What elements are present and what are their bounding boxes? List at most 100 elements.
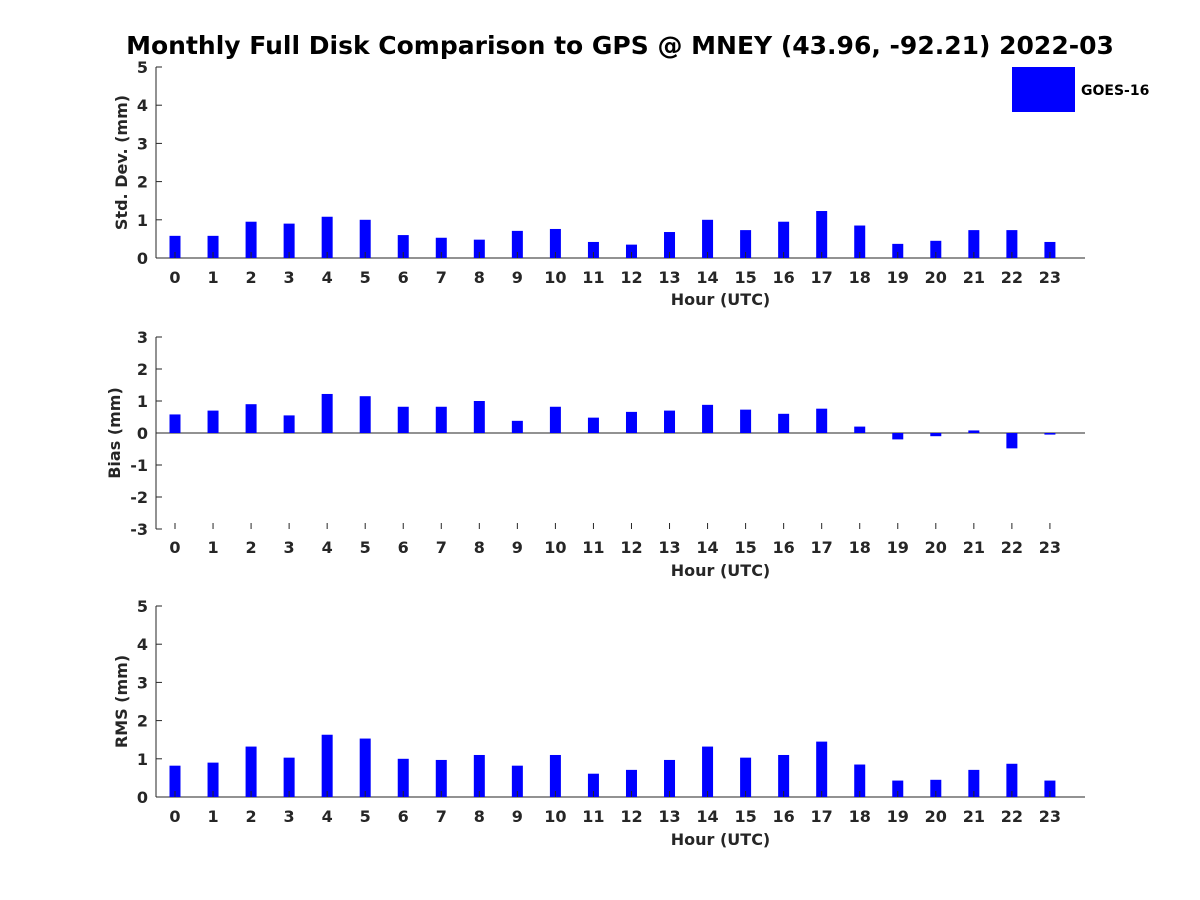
bias-x-tick-label: 9 (512, 538, 523, 557)
bias-x-tick-label: 19 (887, 538, 909, 557)
std-dev-bar-hour-5 (359, 219, 371, 258)
rms-x-axis-label: Hour (UTC) (671, 830, 771, 849)
bias-bar-hour-5 (359, 396, 371, 433)
std-dev-x-tick-label: 1 (207, 268, 218, 287)
bias-bar-hour-16 (778, 413, 790, 433)
bias-bar-hour-3 (283, 415, 295, 433)
bias-bar-hour-11 (587, 417, 599, 433)
bias-y-tick-label: 0 (137, 424, 148, 443)
std-dev-bar-hour-1 (207, 235, 219, 258)
rms-x-tick-label: 12 (620, 807, 642, 826)
std-dev-x-tick-label: 21 (963, 268, 985, 287)
std-dev-x-tick-label: 23 (1039, 268, 1061, 287)
std-dev-x-tick-label: 7 (436, 268, 447, 287)
rms-bar-hour-13 (664, 759, 676, 797)
rms-x-tick-label: 14 (696, 807, 718, 826)
bias-x-tick-label: 14 (696, 538, 718, 557)
rms-y-tick-label: 4 (137, 635, 148, 654)
bias-x-tick-label: 20 (925, 538, 947, 557)
bias-bar-hour-1 (207, 410, 219, 433)
std-dev-bar-hour-16 (778, 221, 790, 258)
rms-x-tick-label: 23 (1039, 807, 1061, 826)
std-dev-x-tick-label: 15 (734, 268, 756, 287)
std-dev-x-tick-label: 6 (398, 268, 409, 287)
bias-x-tick-label: 11 (582, 538, 604, 557)
bias-x-tick-label: 18 (849, 538, 871, 557)
bias-x-tick-label: 22 (1001, 538, 1023, 557)
bias-x-tick-label: 21 (963, 538, 985, 557)
bias-x-tick-label: 16 (773, 538, 795, 557)
legend-swatch-goes-16 (1012, 67, 1075, 112)
std-dev-x-tick-label: 12 (620, 268, 642, 287)
std-dev-bar-hour-10 (549, 228, 561, 258)
std-dev-x-tick-label: 4 (322, 268, 333, 287)
bias-bar-hour-14 (702, 404, 714, 433)
bias-bar-hour-17 (816, 408, 828, 433)
std-dev-y-tick-label: 2 (137, 173, 148, 192)
rms-bar-hour-22 (1006, 763, 1018, 797)
bias-y-tick-label: -2 (130, 488, 148, 507)
bias-bar-hour-12 (625, 411, 637, 433)
std-dev-y-tick-label: 5 (137, 58, 148, 77)
std-dev-y-axis-label: Std. Dev. (mm) (112, 95, 131, 230)
std-dev-bar-hour-21 (968, 230, 980, 258)
std-dev-bar-hour-15 (740, 230, 752, 258)
std-dev-x-tick-label: 16 (773, 268, 795, 287)
std-dev-bar-hour-3 (283, 223, 295, 258)
rms-x-tick-label: 4 (322, 807, 333, 826)
bias-bar-hour-23 (1044, 433, 1056, 435)
rms-bar-hour-19 (892, 780, 904, 797)
rms-bar-hour-20 (930, 779, 942, 797)
std-dev-x-tick-label: 0 (169, 268, 180, 287)
std-dev-x-tick-label: 2 (246, 268, 257, 287)
bias-bar-hour-15 (740, 409, 752, 433)
std-dev-x-tick-label: 8 (474, 268, 485, 287)
bias-y-tick-label: 2 (137, 360, 148, 379)
std-dev-x-tick-label: 13 (658, 268, 680, 287)
bias-x-tick-label: 7 (436, 538, 447, 557)
std-dev-x-tick-label: 10 (544, 268, 566, 287)
legend: GOES-16 (1012, 67, 1149, 112)
std-dev-bar-hour-12 (625, 244, 637, 258)
std-dev-y-tick-label: 4 (137, 96, 148, 115)
bias-y-axis-label: Bias (mm) (105, 387, 124, 479)
bias-x-tick-label: 10 (544, 538, 566, 557)
std-dev-x-axis-label: Hour (UTC) (671, 290, 771, 309)
rms-bar-hour-4 (321, 734, 333, 797)
std-dev-bar-hour-23 (1044, 241, 1056, 258)
bias-bar-hour-13 (664, 410, 676, 433)
bias-x-tick-label: 6 (398, 538, 409, 557)
rms-bar-hour-8 (473, 754, 485, 797)
std-dev-bar-hour-18 (854, 225, 866, 258)
bias-y-tick-label: -3 (130, 520, 148, 539)
rms-x-tick-label: 1 (207, 807, 218, 826)
rms-bar-hour-12 (625, 769, 637, 797)
bias-x-tick-label: 1 (207, 538, 218, 557)
rms-bar-hour-1 (207, 762, 219, 797)
rms-x-tick-label: 17 (811, 807, 833, 826)
rms-x-tick-label: 9 (512, 807, 523, 826)
rms-x-tick-label: 21 (963, 807, 985, 826)
rms-bar-hour-3 (283, 757, 295, 797)
bias-bar-hour-0 (169, 414, 181, 433)
rms-x-tick-label: 20 (925, 807, 947, 826)
rms-bar-hour-7 (435, 759, 447, 797)
rms-x-tick-label: 11 (582, 807, 604, 826)
rms-bar-hour-5 (359, 738, 371, 797)
rms-bar-hour-15 (740, 757, 752, 797)
bias-y-tick-label: 3 (137, 328, 148, 347)
bias-bar-hour-22 (1006, 433, 1018, 449)
std-dev-bar-hour-6 (397, 235, 409, 258)
bias-x-tick-label: 12 (620, 538, 642, 557)
std-dev-y-tick-label: 3 (137, 134, 148, 153)
bias-x-tick-label: 3 (284, 538, 295, 557)
bias-x-tick-label: 23 (1039, 538, 1061, 557)
bias-x-tick-label: 5 (360, 538, 371, 557)
rms-x-tick-label: 5 (360, 807, 371, 826)
rms-y-tick-label: 5 (137, 597, 148, 616)
bias-bar-hour-6 (397, 406, 409, 433)
rms-bar-hour-21 (968, 769, 980, 797)
